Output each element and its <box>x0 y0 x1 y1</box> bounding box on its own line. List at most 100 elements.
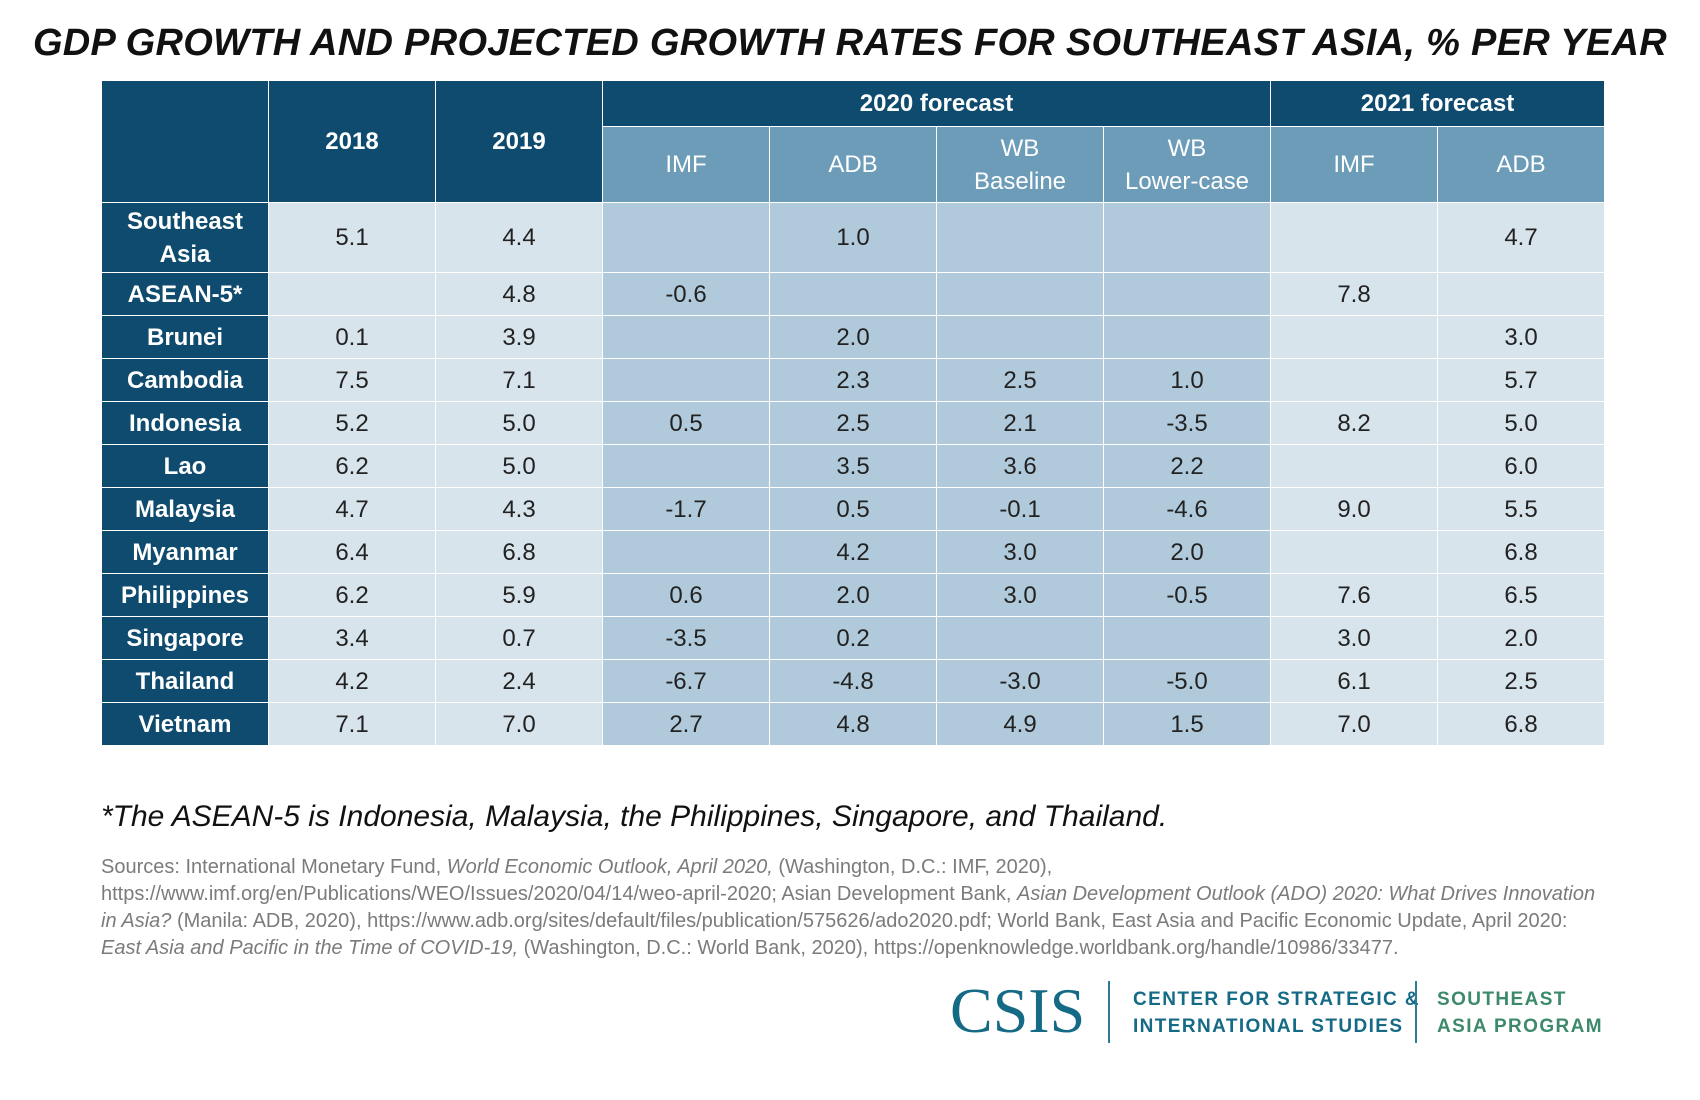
sub-header-line: WB <box>1000 134 1040 162</box>
table-row: Malaysia 4.7 4.3 -1.7 0.5 -0.1 -4.6 9.0 5.5 <box>101 487 1605 531</box>
table-cell: 7.5 <box>268 358 436 402</box>
table-cell <box>1103 616 1271 660</box>
sub-header-line: ADB <box>828 151 878 178</box>
row-header-line: Singapore <box>126 624 244 652</box>
row-header-line: Lao <box>163 452 207 480</box>
row-header: ASEAN-5* <box>101 272 269 316</box>
table-row: Philippines 6.2 5.9 0.6 2.0 3.0 -0.5 7.6 6.5 <box>101 573 1605 617</box>
table-cell <box>1103 272 1271 316</box>
program-name-line: ASIA PROGRAM <box>1437 1016 1603 1037</box>
table-cell: 9.0 <box>1270 487 1438 531</box>
table-cell: 4.7 <box>268 487 436 531</box>
table-cell: 2.5 <box>936 358 1104 402</box>
table-cell: -5.0 <box>1103 659 1271 703</box>
table-cell: 7.8 <box>1270 272 1438 316</box>
table-cell <box>602 530 770 574</box>
column-header-2018: 2018 <box>268 80 436 203</box>
table-row: Indonesia 5.2 5.0 0.5 2.5 2.1 -3.5 8.2 5.0 <box>101 401 1605 445</box>
table-cell: 4.8 <box>435 272 603 316</box>
row-header-line: Myanmar <box>132 538 238 566</box>
sub-header-2020-imf: IMF <box>602 126 770 203</box>
table-cell: 6.8 <box>435 530 603 574</box>
table-cell: 6.2 <box>268 573 436 617</box>
row-header: Brunei <box>101 315 269 359</box>
csis-wordmark: CSIS <box>950 975 1086 1046</box>
row-header: Myanmar <box>101 530 269 574</box>
table-cell: 6.8 <box>1437 702 1605 746</box>
table-cell <box>1270 315 1438 359</box>
table-cell: 3.0 <box>1437 315 1605 359</box>
table-cell: 7.1 <box>268 702 436 746</box>
table-cell: 5.0 <box>435 401 603 445</box>
table-cell: 5.9 <box>435 573 603 617</box>
table-cell <box>1103 202 1271 273</box>
table-cell: 7.0 <box>1270 702 1438 746</box>
table-cell: 3.0 <box>936 573 1104 617</box>
table-cell <box>602 444 770 488</box>
table-cell: -0.6 <box>602 272 770 316</box>
row-header-line: Philippines <box>120 581 249 609</box>
row-header-line: Brunei <box>146 323 223 351</box>
corner-header <box>101 80 269 203</box>
table-cell: 4.2 <box>769 530 937 574</box>
organization-name-line: CENTER FOR STRATEGIC & <box>1133 989 1420 1010</box>
row-header: Vietnam <box>101 702 269 746</box>
row-header-line: Vietnam <box>138 710 232 738</box>
sub-header-line: Baseline <box>973 167 1067 195</box>
table-cell <box>769 272 937 316</box>
table-row: Lao 6.2 5.0 3.5 3.6 2.2 6.0 <box>101 444 1605 488</box>
table-cell <box>1437 272 1605 316</box>
table-row: Vietnam 7.1 7.0 2.7 4.8 4.9 1.5 7.0 6.8 <box>101 702 1605 746</box>
table-cell: 6.2 <box>268 444 436 488</box>
sub-header-2021-imf: IMF <box>1270 126 1438 203</box>
table-cell: -4.8 <box>769 659 937 703</box>
table-cell: 2.1 <box>936 401 1104 445</box>
table-row: Cambodia 7.5 7.1 2.3 2.5 1.0 5.7 <box>101 358 1605 402</box>
sub-header-2020-wb-lower-case: WB Lower-case <box>1103 126 1271 203</box>
table-cell <box>1103 315 1271 359</box>
table-cell: -0.5 <box>1103 573 1271 617</box>
table-cell: 6.8 <box>1437 530 1605 574</box>
table-cell: 2.7 <box>602 702 770 746</box>
source-title: Asian Development Outlook (ADO) 2020: Wh… <box>101 883 1596 932</box>
table-cell <box>936 315 1104 359</box>
row-header: Thailand <box>101 659 269 703</box>
table-row: ASEAN-5* 4.8 -0.6 7.8 <box>101 272 1605 316</box>
row-header-line: Indonesia <box>128 409 242 437</box>
row-header-line: ASEAN-5* <box>127 280 243 308</box>
table-cell: 2.0 <box>1437 616 1605 660</box>
table-cell: 2.5 <box>769 401 937 445</box>
table-cell: 0.1 <box>268 315 436 359</box>
sources-text: Sources: International Monetary Fund, Wo… <box>101 854 1601 962</box>
row-header: Indonesia <box>101 401 269 445</box>
source-text: (Manila: ADB, 2020), https://www.adb.org… <box>171 910 1568 932</box>
table-cell <box>936 202 1104 273</box>
sub-header-line: IMF <box>1333 151 1375 178</box>
csis-logo: CSIS CENTER FOR STRATEGIC & INTERNATIONA… <box>950 975 1610 1047</box>
table-cell <box>1270 530 1438 574</box>
table-cell <box>1270 202 1438 273</box>
table-cell: 3.0 <box>936 530 1104 574</box>
sub-header-2021-adb: ADB <box>1437 126 1605 203</box>
source-text: Sources: International Monetary Fund, <box>101 856 447 878</box>
program-name: SOUTHEAST ASIA PROGRAM <box>1437 986 1603 1040</box>
table-cell: 5.5 <box>1437 487 1605 531</box>
table-cell <box>936 616 1104 660</box>
table-cell: 3.6 <box>936 444 1104 488</box>
table-row: Thailand 4.2 2.4 -6.7 -4.8 -3.0 -5.0 6.1 2.5 <box>101 659 1605 703</box>
table-cell: 4.8 <box>769 702 937 746</box>
sub-header-line: Lower-case <box>1124 167 1250 195</box>
table-cell: 4.9 <box>936 702 1104 746</box>
table-cell <box>602 315 770 359</box>
row-header-line: Malaysia <box>134 495 236 523</box>
table-cell: 0.6 <box>602 573 770 617</box>
table-cell <box>602 358 770 402</box>
table-cell: -0.1 <box>936 487 1104 531</box>
table-cell: 2.0 <box>769 315 937 359</box>
table-cell: 2.3 <box>769 358 937 402</box>
row-header: Lao <box>101 444 269 488</box>
sub-header-line: WB <box>1167 134 1207 162</box>
table-cell: 6.4 <box>268 530 436 574</box>
table-cell: 3.5 <box>769 444 937 488</box>
table-cell: 5.1 <box>268 202 436 273</box>
